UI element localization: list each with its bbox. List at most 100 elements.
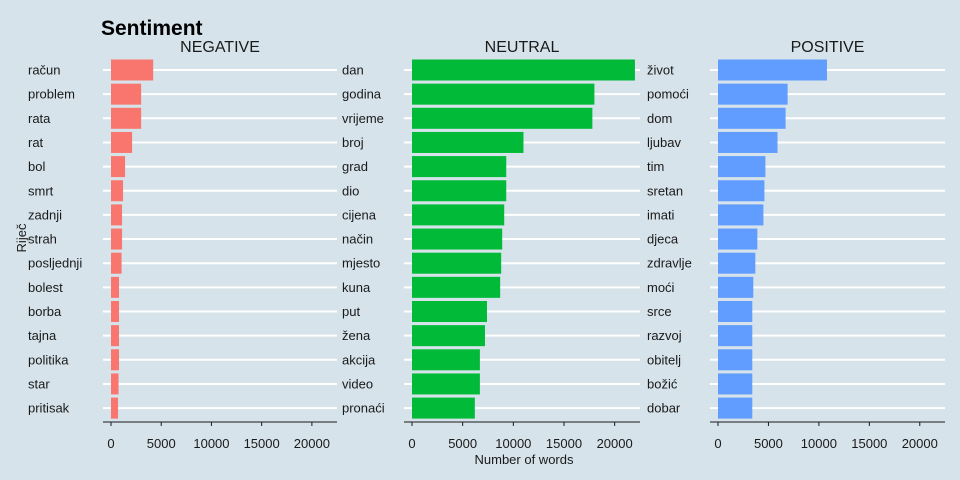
category-label: tajna [28,328,57,343]
x-tick-label: 15000 [851,436,887,451]
category-label: grad [342,159,368,174]
category-label: sretan [647,183,683,198]
category-label: kuna [342,280,371,295]
category-label: ljubav [647,135,681,150]
bar-mjesto [412,252,502,274]
category-label: život [647,63,674,78]
category-label: razvoj [647,328,682,343]
panel-title: POSITIVE [791,39,865,56]
category-label: način [342,232,373,247]
x-tick-label: 10000 [495,436,531,451]
bar-srce [718,301,753,322]
panel-title: NEGATIVE [180,39,260,56]
x-axis-label: Number of words [475,452,574,467]
bar-grad [412,156,507,178]
bar-zadnji [111,204,123,226]
category-label: star [28,376,50,391]
bar-sretan [718,180,765,202]
bar-dom [718,107,786,129]
x-tick-label: 0 [107,436,114,451]
category-label: srce [647,304,672,319]
panel-title: NEUTRAL [485,39,560,56]
bar-broj [412,131,524,153]
bar-star [111,373,119,395]
bar-video [412,373,480,395]
category-label: zadnji [28,207,62,222]
category-label: vrijeme [342,111,384,126]
category-label: godina [342,87,382,102]
bar-tim [718,156,766,178]
category-label: dan [342,63,364,78]
x-tick-label: 5000 [754,436,783,451]
category-label: posljednji [28,256,82,271]
category-label: pritisak [28,401,70,416]
bar-problem [111,83,142,105]
x-tick-label: 15000 [546,436,582,451]
bar-put [412,301,487,322]
chart-title: Sentiment [101,17,203,40]
category-label: cijena [342,207,377,222]
bar-borba [111,301,120,322]
bar-politika [111,349,120,371]
bar-strah [111,228,123,250]
category-label: put [342,304,360,319]
y-axis-label: Riječ [14,223,29,252]
bar-rat [111,131,133,153]
bar-pomoći [718,83,788,105]
bar-tajna [111,325,120,347]
category-label: bolest [28,280,63,295]
category-label: dom [647,111,672,126]
x-tick-label: 0 [714,436,721,451]
bar-moći [718,276,754,298]
category-label: video [342,376,373,391]
bar-posljednji [111,252,122,274]
bar-smrt [111,180,124,202]
category-label: žena [342,328,371,343]
category-label: akcija [342,352,376,367]
x-tick-label: 10000 [801,436,837,451]
panel-negative: NEGATIVE račun problem rata rat bol smrt zadnji… [28,39,337,451]
x-tick-label: 0 [408,436,415,451]
bar-rata [111,107,142,129]
bar-djeca [718,228,758,250]
bar-dio [412,180,507,202]
category-label: zdravlje [647,256,692,271]
x-tick-label: 5000 [448,436,477,451]
x-tick-label: 5000 [147,436,176,451]
bar-cijena [412,204,505,226]
category-label: božić [647,376,678,391]
bar-pronaći [412,397,475,419]
panel-neutral: NEUTRAL dan godina vrijeme broj grad dio cijena… [342,39,640,451]
panel-positive: POSITIVE život pomoći dom ljubav tim sretan ima… [647,39,945,451]
bar-godina [412,83,595,105]
bar-bolest [111,276,120,298]
category-label: dio [342,183,359,198]
bar-pritisak [111,397,119,419]
x-tick-label: 20000 [902,436,938,451]
category-label: djeca [647,232,679,247]
bar-vrijeme [412,107,593,129]
bar-račun [111,59,154,81]
category-label: pronaći [342,401,385,416]
category-label: imati [647,207,675,222]
category-label: moći [647,280,675,295]
category-label: borba [28,304,62,319]
bar-zdravlje [718,252,756,274]
bar-obitelj [718,349,753,371]
x-tick-label: 20000 [294,436,330,451]
bar-razvoj [718,325,753,347]
bar-dan [412,59,635,81]
category-label: tim [647,159,664,174]
category-label: dobar [647,401,681,416]
category-label: rata [28,111,51,126]
category-label: strah [28,232,57,247]
category-label: rat [28,135,44,150]
category-label: broj [342,135,364,150]
bar-ljubav [718,131,778,153]
bar-život [718,59,827,81]
category-label: pomoći [647,87,689,102]
bar-način [412,228,503,250]
category-label: obitelj [647,352,681,367]
bar-akcija [412,349,480,371]
